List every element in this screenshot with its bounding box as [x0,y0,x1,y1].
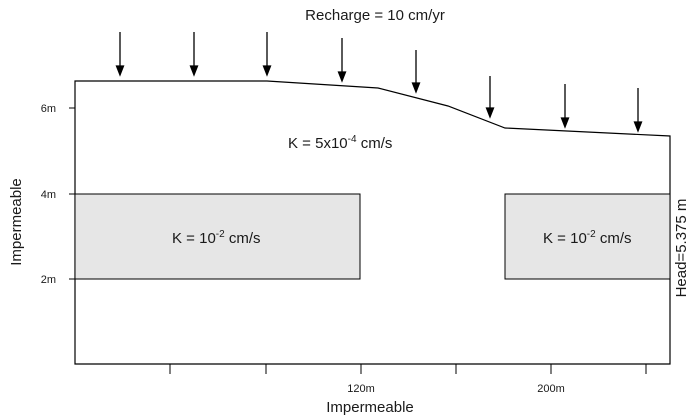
recharge-arrow [411,50,421,94]
recharge-arrow [633,88,643,133]
domain-k-unit: cm/s [357,135,393,152]
zone-left-k-unit: cm/s [225,230,261,247]
recharge-arrow [560,84,570,129]
domain-k-exponent: -4 [348,134,357,145]
zone-right-k-unit: cm/s [596,230,632,247]
high-k-zone-left [74,193,361,280]
recharge-arrow [115,32,125,77]
high-k-zone-right [504,193,671,280]
aquifer-domain-outline [74,80,671,365]
zone-right-k-exponent: -2 [587,229,596,240]
x-tick-label: 200m [537,383,565,395]
recharge-arrow [262,32,272,77]
recharge-arrow [485,76,495,119]
zone-left-k-exponent: -2 [216,229,225,240]
recharge-arrow [189,32,199,77]
zone-right-k-base: K = 10 [543,230,587,247]
left-boundary-label: Impermeable [8,178,25,266]
y-tick-label: 4m [41,189,56,201]
zone-left-k-label: K = 10-2 cm/s [172,229,261,247]
y-tick-label: 6m [41,103,56,115]
x-tick-label: 120m [347,383,375,395]
y-axis-ticks [69,107,75,280]
domain-k-base: K = 5x10 [288,135,348,152]
recharge-arrows [115,32,643,133]
recharge-label: Recharge = 10 cm/yr [305,7,445,24]
bottom-boundary-label: Impermeable [326,399,414,416]
y-tick-label: 2m [41,274,56,286]
x-axis-ticks [169,364,647,374]
right-boundary-label: Head=5.375 m [673,199,690,298]
recharge-arrow [337,38,347,83]
zone-right-k-label: K = 10-2 cm/s [543,229,632,247]
domain-k-label: K = 5x10-4 cm/s [288,134,392,152]
zone-left-k-base: K = 10 [172,230,216,247]
